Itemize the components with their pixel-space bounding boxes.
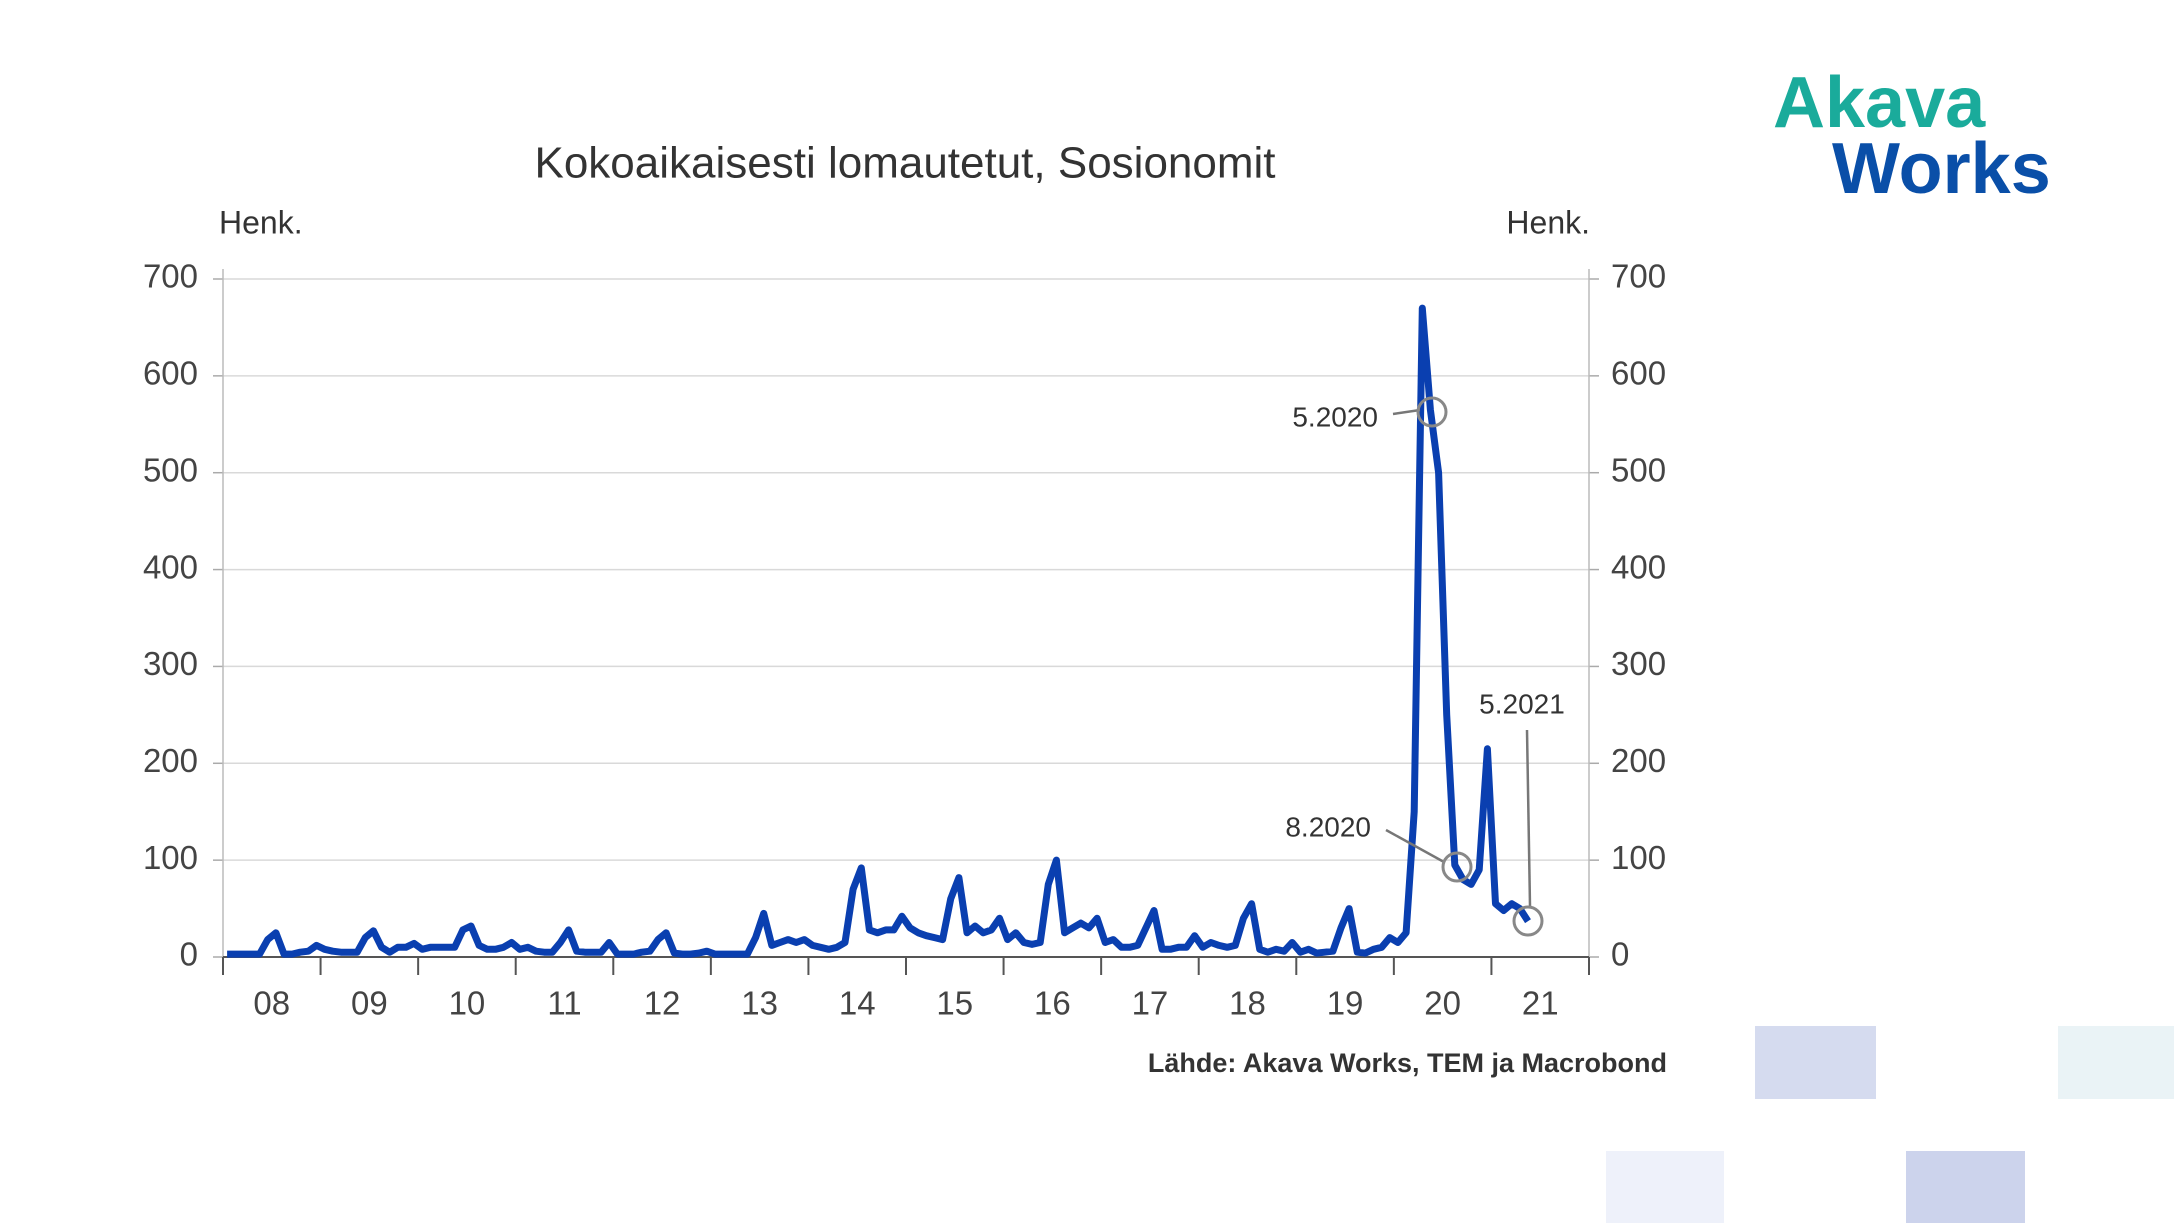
annotation: 5.2021 (1479, 688, 1565, 719)
x-tick-label: 08 (253, 985, 290, 1022)
y-axis-label: Henk. (219, 204, 303, 240)
x-tick-label: 09 (351, 985, 388, 1022)
annotation-circle (1441, 851, 1473, 883)
y2-tick-label: 500 (1611, 451, 1666, 488)
logo-akava: Akava (1773, 63, 1986, 143)
y-tick-label: 0 (180, 936, 198, 973)
decor (1755, 1026, 1876, 1099)
x-tick-label: 17 (1132, 985, 1169, 1022)
y-tick-label: 200 (143, 742, 198, 779)
x-tick-label: 11 (547, 985, 581, 1022)
logo-works: Works (1832, 129, 2051, 209)
x-tick-label: 12 (644, 985, 681, 1022)
y-tick-label: 600 (143, 355, 198, 392)
x-tick-label: 10 (449, 985, 486, 1022)
x-tick-label: 13 (741, 985, 778, 1022)
x-tick-label: 14 (839, 985, 876, 1022)
y2-tick-label: 400 (1611, 548, 1666, 585)
annotation-circle (1512, 905, 1544, 937)
chart-title: Kokoaikaisesti lomautetut, Sosionomit (534, 139, 1275, 188)
annotation: 8.2020 (1285, 811, 1371, 842)
decor (2058, 1026, 2174, 1099)
y-tick-label: 400 (143, 548, 198, 585)
x-tick-label: 21 (1522, 985, 1559, 1022)
y2-tick-label: 300 (1611, 645, 1666, 682)
x-tick-label: 18 (1229, 985, 1266, 1022)
x-tick-label: 19 (1327, 985, 1364, 1022)
decor (1906, 1151, 2025, 1223)
line-series (227, 304, 1531, 958)
annotation-leader (1385, 828, 1445, 864)
y2-tick-label: 200 (1611, 742, 1666, 779)
y-tick-label: 700 (143, 258, 198, 295)
y-tick-label: 100 (143, 839, 198, 876)
y2-tick-label: 600 (1611, 355, 1666, 392)
y-tick-label: 500 (143, 451, 198, 488)
annotation-leader (1525, 729, 1532, 907)
x-tick-label: 15 (936, 985, 973, 1022)
x-tick-label: 16 (1034, 985, 1071, 1022)
y-tick-label: 300 (143, 645, 198, 682)
y2-axis-label: Henk. (1506, 204, 1590, 240)
annotation-circle (1416, 396, 1448, 428)
decor (1606, 1151, 1724, 1223)
y2-tick-label: 100 (1611, 839, 1666, 876)
y2-tick-label: 0 (1611, 936, 1629, 973)
annotation-leader (1392, 408, 1421, 416)
annotation: 5.2020 (1292, 401, 1378, 432)
source: Lähde: Akava Works, TEM ja Macrobond (1148, 1048, 1667, 1078)
y2-tick-label: 700 (1611, 258, 1666, 295)
x-tick-label: 20 (1424, 985, 1461, 1022)
